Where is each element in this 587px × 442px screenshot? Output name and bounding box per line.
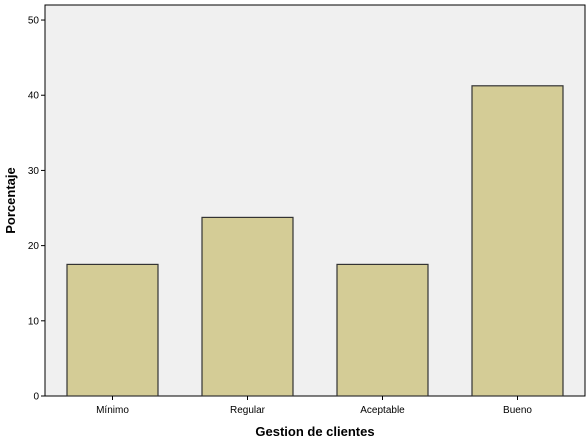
x-tick-label: Regular bbox=[230, 405, 266, 416]
x-tick-label: Bueno bbox=[503, 405, 532, 416]
y-tick-label: 20 bbox=[28, 241, 40, 252]
y-tick-label: 10 bbox=[28, 316, 40, 327]
bar-bueno bbox=[471, 85, 564, 397]
y-tick-label: 30 bbox=[28, 166, 40, 177]
y-tick-label: 50 bbox=[28, 16, 40, 27]
x-tick-label: Mínimo bbox=[96, 405, 129, 416]
y-tick-label: 40 bbox=[28, 91, 40, 102]
bar-m-nimo bbox=[66, 263, 159, 397]
y-axis: 0 10 20 30 40 50 bbox=[28, 5, 46, 403]
bars-group bbox=[66, 85, 564, 397]
x-axis-title: Gestion de clientes bbox=[255, 424, 374, 439]
bar-aceptable bbox=[336, 263, 429, 397]
bar-regular bbox=[201, 216, 294, 397]
x-tick-label: Aceptable bbox=[360, 405, 405, 416]
y-axis-title: Porcentaje bbox=[3, 167, 18, 233]
y-tick-label: 0 bbox=[33, 392, 39, 403]
x-axis: Mínimo Regular Aceptable Bueno bbox=[96, 396, 532, 416]
